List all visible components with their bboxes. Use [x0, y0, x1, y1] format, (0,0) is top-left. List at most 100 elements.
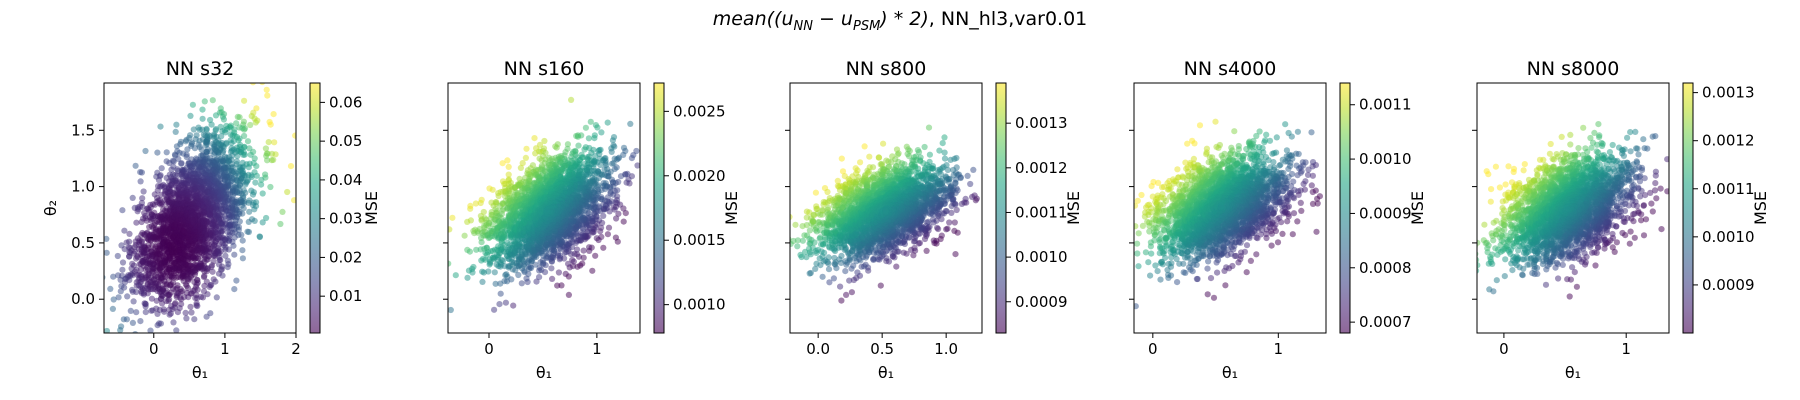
scatter-point	[191, 145, 198, 152]
y-tick-label: 0.5	[71, 234, 95, 252]
scatter-point	[562, 270, 569, 277]
scatter-point	[126, 238, 133, 245]
scatter-point	[267, 183, 274, 191]
scatter-point	[208, 281, 215, 288]
scatter-point	[132, 162, 139, 169]
scatter-point	[244, 138, 252, 145]
scatter-point	[170, 319, 177, 326]
scatter-point	[234, 152, 241, 160]
scatter-point	[291, 197, 296, 204]
scatter-point	[199, 115, 206, 122]
scatter-point	[284, 188, 291, 196]
scatter-point	[234, 113, 241, 120]
colorbar-tick-label: 0.03	[329, 210, 362, 228]
scatter-point	[479, 278, 486, 285]
scatter-point	[231, 251, 238, 258]
scatter-point	[253, 105, 260, 112]
scatter-point	[109, 305, 116, 312]
scatter-point	[608, 148, 615, 155]
scatter-point	[220, 116, 227, 123]
scatter-point	[449, 214, 456, 221]
y-axis-label: θ₂	[41, 200, 60, 216]
scatter-point	[173, 327, 180, 333]
scatter-point	[127, 307, 134, 314]
scatter-point	[594, 124, 601, 131]
scatter-point	[480, 208, 487, 216]
scatter-point	[574, 133, 582, 140]
scatter-point	[258, 181, 265, 188]
scatter-point	[187, 112, 194, 119]
scatter-point	[138, 169, 145, 176]
scatter-point	[201, 272, 208, 280]
scatter-point	[608, 160, 616, 167]
scatter-point	[196, 126, 203, 133]
scatter-point	[246, 208, 253, 215]
scatter-point	[148, 295, 155, 302]
scatter-point	[555, 269, 563, 276]
scatter-point	[601, 166, 608, 173]
scatter-point	[565, 291, 573, 298]
scatter-point	[270, 111, 277, 118]
scatter-point	[541, 137, 548, 145]
scatter-point	[600, 244, 607, 251]
scatter-point	[119, 207, 126, 214]
scatter-point	[115, 294, 122, 301]
scatter-points	[448, 96, 640, 314]
scatter-point	[503, 271, 510, 278]
scatter-point	[263, 214, 270, 222]
scatter-point	[189, 101, 196, 108]
scatter-point	[209, 97, 216, 104]
scatter-point	[277, 220, 284, 228]
scatter-point	[95, 301, 101, 307]
scatter-point	[248, 113, 255, 120]
colorbar-tick-label: 0.05	[329, 132, 362, 150]
scatter-point	[130, 298, 137, 305]
scatter-point	[489, 221, 496, 228]
scatter-point	[198, 146, 205, 153]
scatter-point	[263, 86, 270, 93]
scatter-point	[251, 155, 258, 162]
scatter-point	[589, 267, 596, 274]
scatter-point	[191, 316, 198, 323]
colorbar-tick-label: 0.04	[329, 171, 362, 189]
scatter-point	[231, 286, 238, 293]
scatter-point	[252, 179, 259, 186]
scatter-point	[233, 120, 240, 127]
scatter-point	[133, 219, 140, 226]
scatter-point	[191, 261, 198, 268]
scatter-point	[104, 249, 110, 256]
scatter-point	[155, 177, 163, 184]
scatter-point	[499, 160, 506, 167]
scatter-point	[493, 208, 501, 215]
scatter-point	[586, 244, 593, 251]
scatter-point	[467, 217, 474, 224]
scatter-point	[532, 150, 539, 157]
scatter-point	[126, 230, 133, 237]
scatter-point	[247, 151, 254, 158]
y-tick-label: 1.5	[71, 121, 95, 139]
scatter-point	[593, 235, 600, 242]
scatter-point	[612, 234, 620, 241]
scatter-point	[489, 186, 496, 193]
scatter-point	[448, 306, 454, 314]
scatter-point	[271, 139, 278, 146]
scatter-point	[199, 106, 206, 113]
scatter-point	[592, 152, 599, 159]
scatter-point	[582, 124, 590, 131]
scatter-point	[135, 350, 141, 356]
scatter-point	[222, 252, 229, 259]
scatter-point	[470, 263, 477, 271]
scatter-point	[224, 257, 231, 264]
scatter-points	[95, 83, 296, 356]
scatter-point	[527, 264, 534, 271]
scatter-point	[203, 278, 210, 285]
scatter-point	[168, 166, 175, 173]
scatter-point	[158, 165, 165, 172]
scatter-point	[200, 288, 208, 295]
scatter-point	[581, 146, 588, 153]
x-axis-label: θ₁	[192, 363, 208, 382]
scatter-point	[96, 195, 102, 201]
scatter-point	[517, 164, 525, 171]
scatter-point	[124, 293, 131, 300]
scatter-point	[548, 265, 555, 272]
